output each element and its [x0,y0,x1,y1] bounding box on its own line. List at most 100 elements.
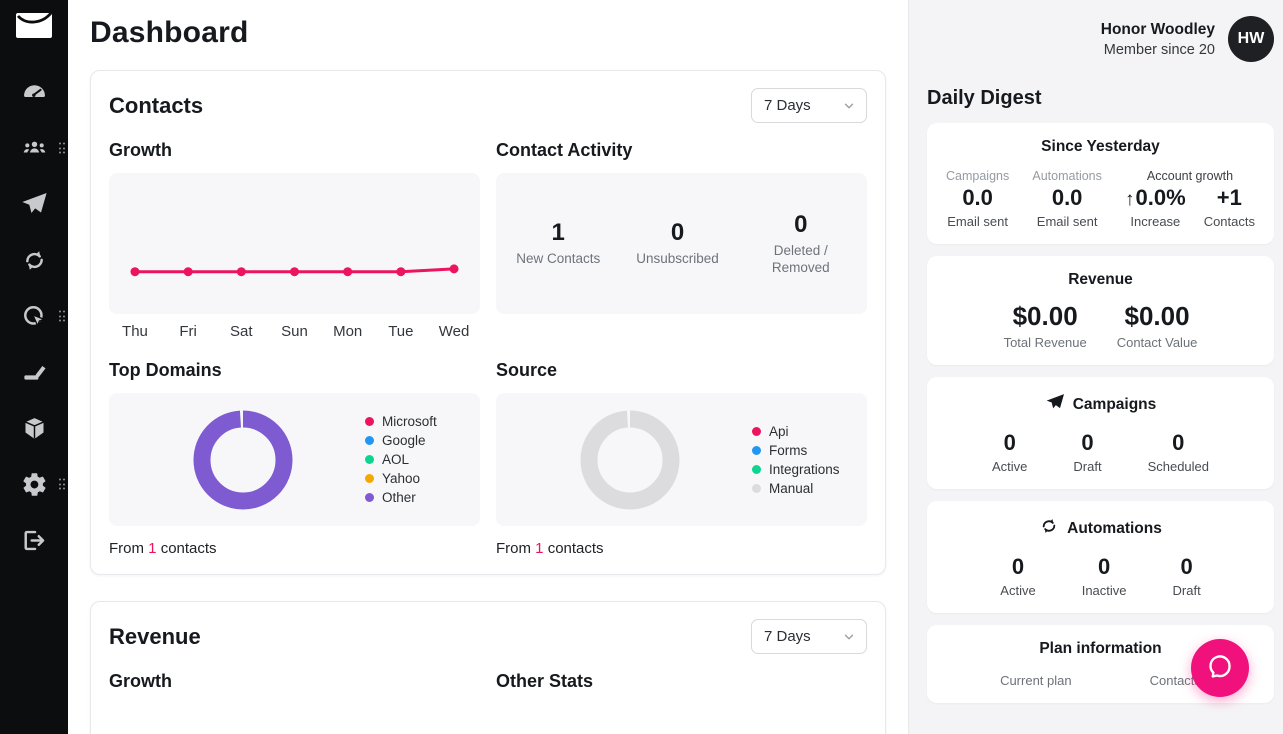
revenue-range-select[interactable]: 7 Days [751,619,867,654]
tracking-menu-dots-icon[interactable] [58,310,65,322]
stat-value: 0 [1172,430,1185,455]
from-prefix: From [109,540,144,557]
contact-activity-panel: 1 New Contacts 0 Unsubscribed 0 Deleted … [496,173,867,314]
sy-value: 0.0 [962,185,993,210]
legend-dot [365,436,374,445]
x-axis-label: Sun [281,323,308,340]
current-plan-label: Current plan [1000,673,1072,688]
growth-x-axis-labels: Thu Fri Sat Sun Mon Tue Wed [109,323,480,343]
digest-campaigns-card: Campaigns 0 Active 0 Draft 0 Scheduled [927,377,1274,489]
from-prefix: From [496,540,531,557]
plan-information-card: Plan information Current plan Contacts [927,625,1274,703]
legend-item: Forms [752,443,840,458]
legend-dot [752,445,761,455]
sy-label: Campaigns [946,169,1010,183]
stat-value: 0 [794,211,808,239]
app-logo[interactable] [13,9,55,45]
people-icon [21,135,48,162]
stat-label: Deleted / Removed [771,243,830,275]
legend-dot [365,455,374,464]
loop-icon [21,247,48,274]
source-donut-chart [580,410,680,510]
gear-icon [21,471,48,498]
stat-value: $0.00 [1124,301,1190,331]
from-suffix: contacts [160,540,217,557]
top-domains-from-line: From 1 contacts [109,540,480,557]
growth-title: Growth [109,140,172,160]
chat-fab-button[interactable] [1191,639,1249,697]
legend-dot [365,474,374,483]
paper-plane-icon [1045,392,1065,417]
source-title: Source [496,360,558,380]
legend-label: Api [769,423,789,439]
legend-label: Microsoft [382,414,437,429]
stat-value: 0 [670,219,685,247]
click-target-icon [21,303,48,330]
digest-campaigns-title: Campaigns [1072,395,1157,413]
legend-dot [752,483,761,493]
contacts-card: Contacts 7 Days Growth Thu Fri Sat Sun Mon Tu… [90,70,886,575]
sy-value: +1 [1216,185,1242,210]
loop-icon [1039,516,1059,541]
stat-new-contacts: 1 New Contacts [516,219,600,267]
legend-item: Google [365,433,437,448]
sidebar-item-tracking[interactable] [0,288,68,344]
sy-campaigns: Campaigns 0.0 Email sent [946,169,1009,229]
stat-label: Unsubscribed [636,251,719,267]
stat-value: 0 [1081,430,1094,455]
revenue-card-title: Revenue [109,623,201,649]
plan-information-title: Plan information [1039,640,1162,657]
sidebar-item-contacts[interactable] [0,120,68,176]
avatar[interactable]: HW [1228,16,1274,62]
pen-icon [21,359,48,386]
sy-sub: Email sent [947,214,1008,229]
sidebar-nav [0,64,68,568]
plan-contacts-label: Contacts [1149,673,1201,688]
revenue-range-value: 7 Days [764,628,811,645]
sy-value: 0.0% [1135,185,1186,210]
digest-automations-card: Automations 0 Active 0 Inactive 0 Draft [927,501,1274,613]
chevron-down-icon [842,99,856,113]
legend-item: Yahoo [365,471,437,486]
sidebar-item-dashboard[interactable] [0,64,68,120]
legend-label: AOL [382,452,410,467]
top-domains-title: Top Domains [109,360,222,380]
stat-label: Active [991,459,1028,474]
from-count: 1 [148,540,157,557]
sy-sub: Contacts [1203,214,1255,229]
contact-value-stat: $0.00 Contact Value [1117,301,1198,350]
contacts-range-select[interactable]: 7 Days [751,88,867,123]
from-count: 1 [535,540,544,557]
stat-value: $0.00 [1012,301,1078,331]
x-axis-label: Mon [333,323,363,340]
campaigns-draft-stat: 0 Draft [1073,430,1101,474]
contact-activity-section: Contact Activity 1 New Contacts 0 Unsubs… [496,123,867,343]
chevron-down-icon [842,630,856,644]
gauge-icon [21,79,48,106]
legend-label: Yahoo [382,471,421,486]
sidebar-item-products[interactable] [0,400,68,456]
settings-menu-dots-icon[interactable] [58,478,65,490]
stat-value: 0 [1180,554,1193,579]
contacts-menu-dots-icon[interactable] [58,142,65,154]
sidebar-item-settings[interactable] [0,456,68,512]
legend-dot [365,493,374,502]
legend-item: Other [365,490,437,505]
sidebar-item-logout[interactable] [0,512,68,568]
sidebar-item-campaigns[interactable] [0,176,68,232]
envelope-logo-icon [13,7,55,48]
legend-dot [752,464,761,474]
sidebar-item-sign[interactable] [0,344,68,400]
sidebar-item-automations[interactable] [0,232,68,288]
from-suffix: contacts [547,540,604,557]
sy-sub: Increase [1130,214,1181,229]
x-axis-label: Sat [230,323,253,340]
contacts-growth-section: Growth Thu Fri Sat Sun Mon Tue Wed [109,123,480,343]
campaigns-scheduled-stat: 0 Scheduled [1148,430,1209,474]
chat-bubble-icon [1205,652,1235,685]
automations-inactive-stat: 0 Inactive [1082,554,1127,598]
source-legend: Api Forms Integrations Manual [752,424,840,496]
legend-label: Google [382,433,426,448]
legend-item: AOL [365,452,437,467]
stat-label: Total Revenue [1003,335,1087,350]
